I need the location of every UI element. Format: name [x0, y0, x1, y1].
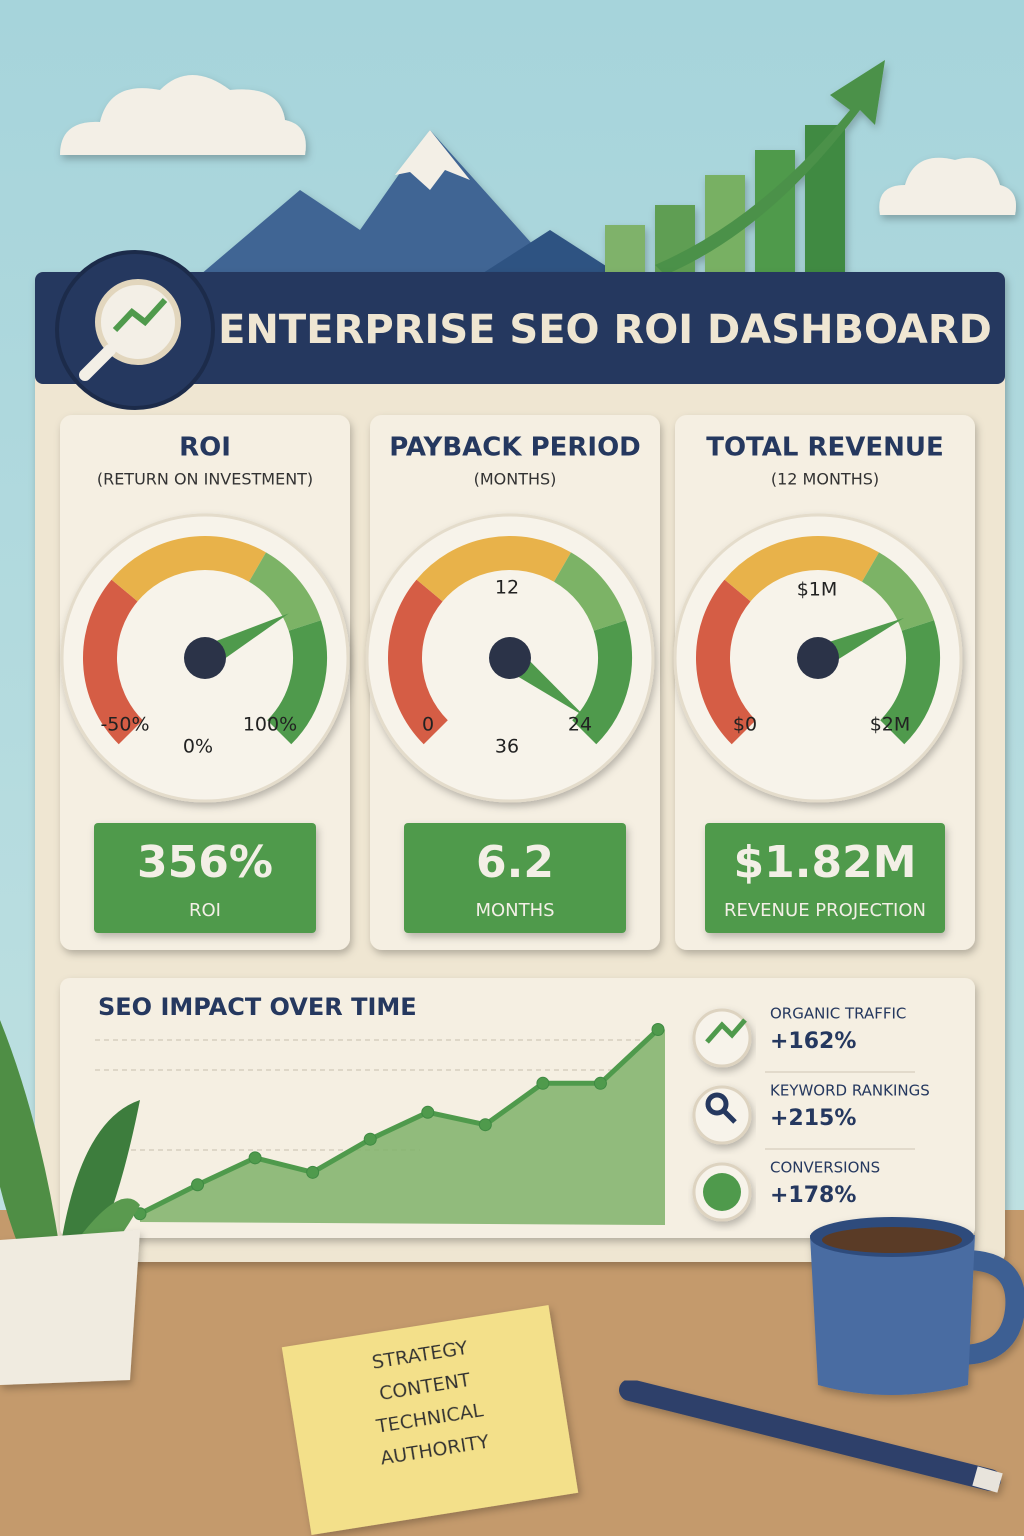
gauge-segment — [83, 579, 144, 745]
gauge-segment — [111, 536, 266, 602]
metric-label: KEYWORD RANKINGS — [770, 1082, 930, 1100]
cards: ROI (RETURN ON INVESTMENT) -50% 0% 100% 356% R… — [60, 415, 975, 950]
metric-glyph — [705, 1018, 747, 1044]
gauge-segment — [416, 536, 571, 602]
gauge-segment — [553, 552, 627, 632]
value-box — [94, 823, 316, 933]
point — [421, 1105, 435, 1119]
card-title: TOTAL REVENUE — [706, 433, 944, 463]
value-box — [404, 823, 626, 933]
logo-handle — [79, 344, 116, 381]
gauge-label: 24 — [568, 714, 592, 736]
point — [306, 1165, 320, 1179]
line — [138, 1027, 660, 1216]
value: 6.2 — [476, 837, 554, 888]
card-subtitle: (12 MONTHS) — [771, 470, 879, 489]
metric-glyph — [705, 1092, 737, 1124]
metric-icon — [692, 1008, 752, 1068]
gauge-segment — [266, 620, 327, 745]
gauge-segment — [388, 579, 449, 745]
clouds — [60, 75, 1016, 215]
gauge-hub — [489, 637, 531, 679]
value: $1.82M — [734, 837, 917, 888]
logo-arrow — [112, 297, 168, 333]
value: 356% — [137, 837, 273, 888]
point — [478, 1118, 492, 1132]
pen — [619, 1379, 1003, 1493]
point — [248, 1151, 262, 1165]
chart-title: SEO IMPACT OVER TIME — [98, 993, 417, 1021]
gauge-label: 36 — [495, 736, 519, 758]
point — [363, 1132, 377, 1146]
card-subtitle: (RETURN ON INVESTMENT) — [97, 470, 313, 489]
header-band — [35, 272, 1005, 384]
gauge-label: 0 — [422, 714, 434, 736]
gauge-segment — [248, 552, 322, 632]
value-box — [705, 823, 945, 933]
gauge-hub — [797, 637, 839, 679]
gauge-label: 0% — [183, 736, 213, 758]
gauge-segment — [571, 620, 632, 745]
bars — [605, 60, 885, 275]
gauge-segment — [879, 620, 940, 745]
plant — [0, 1020, 140, 1385]
gauge-label: $2M — [870, 714, 911, 736]
title: ENTERPRISE SEO ROI DASHBOARD — [218, 307, 992, 353]
point — [536, 1076, 550, 1090]
gauge-segment — [861, 552, 935, 632]
gauge-label: $1M — [797, 579, 838, 601]
gauge-segment — [696, 579, 757, 745]
card-title: PAYBACK PERIOD — [389, 433, 641, 463]
gauge-segment — [724, 536, 879, 602]
metric-value: +178% — [770, 1183, 856, 1208]
card-title: ROI — [179, 433, 231, 463]
metric-label: CONVERSIONS — [770, 1159, 880, 1177]
mug — [810, 1217, 1024, 1395]
point — [651, 1022, 665, 1036]
metric-icon-dollar — [703, 1173, 741, 1211]
gauge-label: -50% — [100, 714, 149, 736]
gauge-hub — [184, 637, 226, 679]
card-subtitle: (MONTHS) — [474, 470, 557, 489]
impact-chart — [133, 1022, 665, 1225]
gauge-label: 12 — [495, 577, 519, 599]
metric-value: +215% — [770, 1106, 856, 1131]
value-label: ROI — [189, 900, 221, 921]
logo-lens — [95, 279, 181, 365]
value-label: MONTHS — [475, 900, 554, 921]
gauge-label: 100% — [243, 714, 297, 736]
point — [191, 1178, 205, 1192]
metrics: ORGANIC TRAFFIC +162% KEYWORD RANKINGS +215… — [692, 1005, 930, 1222]
gauge-label: $0 — [733, 714, 757, 736]
point — [593, 1076, 607, 1090]
mountains — [200, 130, 620, 275]
value-label: REVENUE PROJECTION — [724, 900, 926, 921]
metric-label: ORGANIC TRAFFIC — [770, 1005, 906, 1023]
metric-value: +162% — [770, 1029, 856, 1054]
area — [140, 1029, 665, 1225]
